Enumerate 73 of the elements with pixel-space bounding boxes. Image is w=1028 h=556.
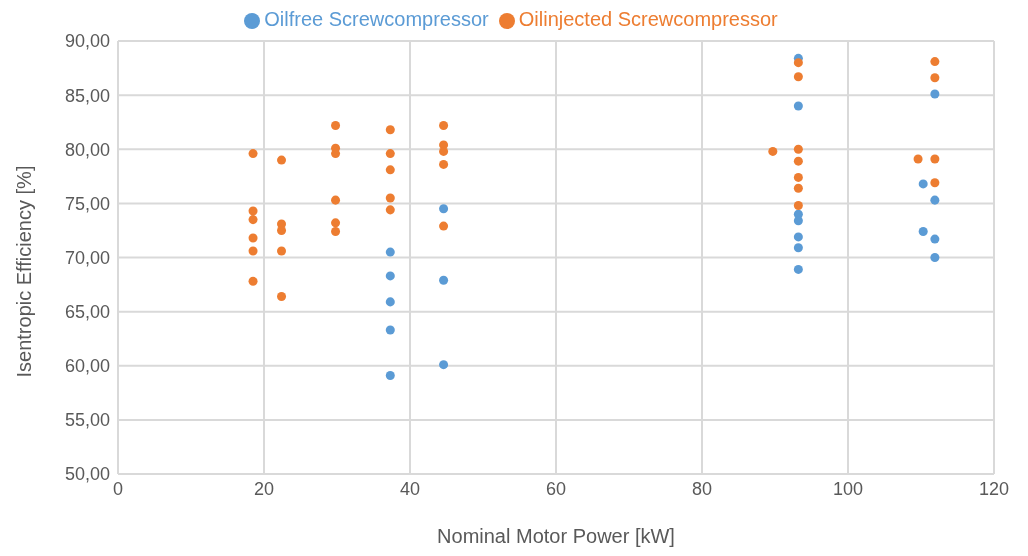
point [793, 243, 803, 253]
x-tick-label: 60 [545, 478, 567, 499]
x-tick-label: 0 [112, 478, 124, 499]
point [439, 204, 449, 214]
legend-label: Oilfree Screwcompressor [264, 8, 489, 30]
x-tick-label: 80 [691, 478, 713, 499]
point [385, 193, 395, 203]
point [248, 233, 258, 243]
point [793, 144, 803, 154]
point [439, 120, 449, 130]
x-axis-title: Nominal Motor Power [kW] [437, 525, 675, 548]
point [248, 246, 258, 256]
point [793, 201, 803, 211]
point [930, 178, 940, 188]
point [793, 101, 803, 111]
y-axis-title: Isentropic Efficiency [%] [13, 165, 36, 378]
point [913, 154, 923, 164]
point [385, 325, 395, 335]
point [385, 247, 395, 257]
y-tick-label: 80,00 [64, 139, 110, 160]
y-tick-label: 70,00 [64, 247, 110, 268]
point [331, 195, 341, 205]
y-tick-label: 60,00 [64, 356, 110, 377]
point [277, 155, 287, 165]
point [793, 232, 803, 242]
y-tick-label: 50,00 [64, 464, 110, 485]
point [331, 120, 341, 130]
y-tick-label: 75,00 [64, 193, 110, 214]
point [248, 215, 258, 225]
point [930, 154, 940, 164]
point [439, 159, 449, 169]
point [385, 165, 395, 175]
point [918, 227, 928, 237]
point [930, 57, 940, 67]
point [385, 125, 395, 135]
y-tick-label: 85,00 [64, 85, 110, 106]
point [385, 297, 395, 307]
point [439, 275, 449, 285]
point [918, 179, 928, 189]
point [930, 195, 940, 205]
point [385, 271, 395, 281]
point [439, 221, 449, 231]
x-tick-label: 120 [978, 478, 1010, 499]
point [793, 264, 803, 274]
point [793, 72, 803, 82]
point [930, 234, 940, 244]
point [793, 216, 803, 226]
point [793, 172, 803, 182]
point [793, 58, 803, 68]
y-tick-label: 90,00 [64, 31, 110, 52]
point [248, 206, 258, 216]
point [331, 218, 341, 228]
point [277, 291, 287, 301]
x-tick-label: 100 [832, 478, 864, 499]
point [930, 89, 940, 99]
y-tick-label: 65,00 [64, 302, 110, 323]
point [248, 276, 258, 286]
point [248, 149, 258, 159]
legend-label: Oilinjected Screwcompressor [518, 8, 778, 30]
point [793, 183, 803, 193]
point [277, 246, 287, 256]
x-tick-label: 20 [253, 478, 275, 499]
point [439, 360, 449, 370]
x-tick-label: 40 [399, 478, 421, 499]
point [331, 227, 341, 237]
point [930, 73, 940, 83]
point [385, 149, 395, 159]
point [930, 252, 940, 263]
y-tick-label: 55,00 [64, 410, 110, 431]
point [768, 146, 778, 156]
point [793, 156, 803, 166]
point [385, 370, 395, 380]
point [385, 205, 395, 215]
